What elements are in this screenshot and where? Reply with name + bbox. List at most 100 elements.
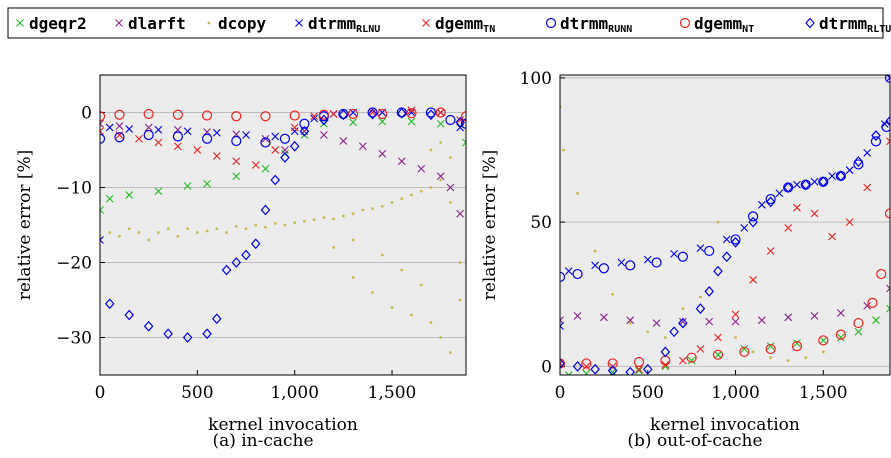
data-point — [730, 234, 741, 245]
data-point — [154, 125, 163, 134]
data-point — [312, 218, 316, 222]
data-point — [660, 346, 671, 358]
data-point — [410, 193, 413, 197]
legend-label: dgemmTN — [435, 14, 495, 35]
data-point — [705, 317, 714, 326]
data-point — [332, 217, 336, 221]
legend-label: dtrmmRUNN — [560, 14, 632, 35]
axes-frame — [99, 74, 467, 376]
plot-area — [560, 75, 890, 375]
data-point — [731, 310, 740, 319]
data-point — [769, 356, 773, 360]
data-point — [835, 329, 846, 340]
legend-label-base: dtrmm — [560, 14, 609, 33]
data-point — [407, 106, 416, 115]
data-point — [845, 166, 854, 175]
data-point — [670, 249, 678, 258]
data-point — [435, 107, 446, 118]
series-dlarft — [560, 284, 890, 327]
panel-caption: (b) out-of-cache — [627, 431, 762, 451]
data-point — [105, 123, 114, 132]
data-point — [310, 112, 319, 121]
data-point — [607, 358, 618, 369]
data-point — [853, 317, 864, 329]
chart-in-cache: 0 −10 −20 −30 0 500 1,000 1,500 kernel invocatio… — [15, 74, 467, 451]
data-point — [351, 238, 355, 242]
x-tick-label: 1,000 — [270, 383, 319, 403]
data-point — [201, 110, 213, 121]
data-point — [678, 317, 687, 326]
data-point — [201, 133, 213, 144]
data-point — [625, 260, 636, 271]
data-point — [417, 164, 426, 173]
data-point — [573, 311, 582, 320]
data-point — [400, 268, 404, 272]
data-point — [576, 191, 579, 195]
axes-frame — [559, 74, 891, 376]
data-point — [378, 149, 387, 158]
data-point — [367, 107, 378, 118]
x-axis-label: kernel invocation — [650, 415, 800, 435]
data-point — [828, 172, 836, 180]
data-point — [261, 164, 270, 173]
data-point — [396, 107, 407, 119]
data-point — [176, 234, 180, 238]
data-point — [241, 249, 251, 261]
data-point — [793, 180, 801, 189]
chart-out-of-cache: 0 50 100 0 500 1,000 1,500 kernel invocation rel… — [480, 69, 891, 451]
data-point — [100, 236, 104, 244]
data-point — [377, 108, 388, 120]
data-point — [244, 227, 248, 231]
data-point — [460, 111, 466, 122]
data-point — [368, 108, 377, 117]
data-point — [886, 284, 890, 293]
data-point — [232, 172, 241, 181]
data-point — [231, 111, 242, 122]
data-point — [280, 152, 290, 163]
data-point — [183, 182, 192, 190]
legend-label: dtrmmRLTU — [819, 14, 891, 35]
data-point — [704, 285, 715, 297]
data-point — [793, 339, 801, 348]
data-point — [704, 245, 715, 257]
data-point — [260, 137, 271, 148]
data-point — [626, 316, 635, 325]
data-point — [687, 356, 696, 365]
data-point — [669, 326, 679, 338]
data-point — [390, 201, 394, 204]
data-point — [114, 109, 125, 120]
data-point — [884, 75, 890, 83]
legend-label-base: dgemm — [435, 14, 484, 33]
legend-label-base: dgemm — [694, 14, 743, 33]
legend-entry: dgemmNT — [679, 14, 754, 35]
data-point — [765, 196, 776, 208]
series-dtrmm-rlnu — [560, 75, 890, 330]
data-point — [635, 365, 643, 374]
legend-entry: dcopy — [207, 14, 267, 33]
data-point — [242, 131, 250, 139]
legend-entry: dgemmTN — [422, 14, 495, 35]
data-point — [127, 227, 131, 231]
data-point — [143, 129, 154, 141]
data-point — [144, 123, 153, 132]
data-point — [225, 231, 228, 234]
data-point — [406, 108, 417, 119]
data-point — [254, 223, 258, 227]
data-point — [264, 225, 267, 229]
y-tick-label: 50 — [530, 213, 552, 233]
data-point — [329, 110, 338, 118]
data-point — [115, 122, 124, 130]
data-point — [564, 371, 573, 375]
data-point — [722, 235, 731, 244]
data-point — [163, 328, 173, 340]
data-point — [273, 222, 277, 225]
data-point — [791, 341, 803, 352]
data-point — [212, 313, 222, 325]
data-point — [628, 321, 632, 325]
data-point — [172, 109, 183, 120]
data-point — [766, 247, 775, 255]
y-tick-label: −20 — [56, 254, 92, 274]
data-point — [786, 359, 790, 362]
data-point — [458, 261, 462, 264]
data-point — [713, 265, 723, 277]
